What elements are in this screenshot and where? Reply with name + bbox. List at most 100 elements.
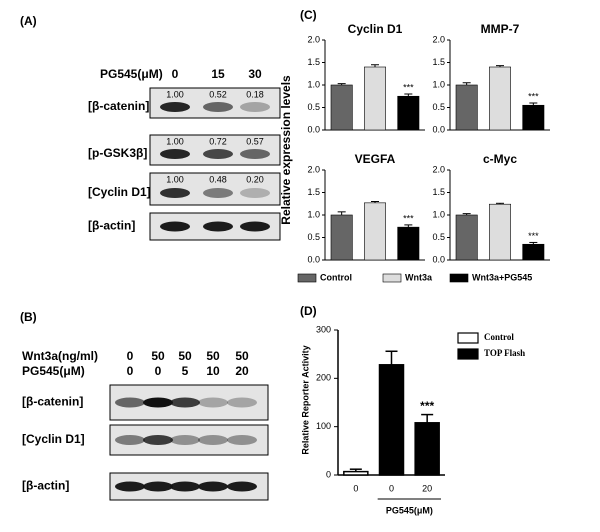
bar (455, 214, 478, 261)
condition-value: 15 (211, 67, 225, 81)
quantification: 0.52 (209, 89, 227, 99)
blot-band (203, 188, 233, 198)
blot-row-label: [p-GSK3β] (88, 146, 147, 160)
quantification: 0.18 (246, 89, 264, 99)
blot-band (160, 188, 190, 198)
bar (364, 202, 386, 261)
blot-row-label: [β-actin] (88, 219, 135, 233)
blot-band (160, 221, 190, 232)
condition-value: 0 (155, 364, 162, 378)
blot-band (198, 435, 228, 445)
legend-label: Wnt3a+PG545 (472, 272, 532, 282)
blot-row-label: [β-actin] (22, 479, 69, 493)
y-tick-label: 100 (316, 421, 331, 431)
bar (489, 203, 511, 261)
quantification: 1.00 (166, 174, 184, 184)
significance: *** (528, 91, 539, 101)
error-bar (462, 213, 471, 215)
error-bar (404, 224, 413, 228)
panel-label: (A) (20, 14, 37, 28)
blot-row-label: [β-catenin] (88, 99, 149, 113)
blot-frame (109, 424, 269, 456)
y-tick-label: 1.5 (432, 187, 445, 197)
error-bar (404, 93, 413, 97)
bar (343, 470, 369, 476)
bar (330, 84, 353, 131)
condition-name: PG545(μM) (100, 67, 163, 81)
panel-label: (C) (300, 8, 317, 22)
blot-row-label: [Cyclin D1] (88, 185, 151, 199)
x-tick-label: 0 (389, 483, 394, 493)
subplot-title: Cyclin D1 (348, 22, 403, 36)
x-tick-label: 0 (353, 483, 358, 493)
error-bar (371, 64, 379, 67)
blot-band (203, 102, 233, 112)
significance: *** (403, 82, 414, 92)
panel-label: (B) (20, 310, 37, 324)
subplot-title: VEGFA (355, 152, 396, 166)
legend-swatch (457, 348, 479, 360)
error-bar (496, 202, 504, 205)
blot-band (203, 149, 233, 159)
blot-band (240, 149, 270, 159)
condition-value: 10 (206, 364, 220, 378)
blot-band (160, 149, 190, 159)
legend-label: Control (320, 272, 352, 282)
condition-value: 50 (151, 349, 165, 363)
blot-band (227, 435, 257, 445)
blot-band (203, 221, 233, 232)
y-tick-label: 1.5 (432, 57, 445, 67)
blot-band (198, 397, 228, 408)
error-bar (371, 201, 379, 203)
y-tick-label: 0.0 (432, 124, 445, 134)
blot-band (143, 481, 173, 492)
condition-name: Wnt3a(ng/ml) (22, 349, 98, 363)
legend-label: Control (484, 332, 514, 342)
y-axis-label: Relative Reporter Activity (300, 345, 310, 454)
blot-band (115, 481, 145, 492)
blot-band (160, 102, 190, 112)
bar (455, 84, 478, 131)
y-tick-label: 0.5 (432, 102, 445, 112)
blot-band (143, 435, 173, 445)
y-tick-label: 1.0 (307, 209, 320, 219)
error-bar (529, 241, 538, 245)
quantification: 0.48 (209, 174, 227, 184)
bar (522, 104, 545, 131)
error-bar (496, 65, 504, 67)
y-tick-label: 0.5 (307, 102, 320, 112)
y-tick-label: 0.0 (307, 124, 320, 134)
condition-value: 50 (206, 349, 220, 363)
y-tick-label: 1.5 (307, 187, 320, 197)
error-bar (529, 102, 538, 106)
panel-label: (D) (300, 304, 317, 318)
bar (397, 95, 420, 131)
blot-band (170, 435, 200, 445)
legend-swatch (449, 273, 469, 283)
blot-band (198, 481, 228, 492)
y-tick-label: 300 (316, 324, 331, 334)
error-bar (337, 211, 346, 215)
quantification: 1.00 (166, 136, 184, 146)
x-axis-label: PG545(μM) (386, 505, 433, 515)
bar (364, 66, 386, 131)
blot-band (227, 397, 257, 408)
y-tick-label: 0.0 (432, 254, 445, 264)
y-axis-label: Relative expression levels (279, 75, 293, 225)
condition-value: 50 (178, 349, 192, 363)
condition-value: 0 (127, 364, 134, 378)
subplot-title: c-Myc (483, 152, 517, 166)
blot-band (240, 102, 270, 112)
y-tick-label: 1.0 (432, 209, 445, 219)
blot-band (143, 397, 173, 408)
blot-band (227, 481, 257, 492)
legend-swatch (297, 273, 317, 283)
blot-band (115, 435, 145, 445)
legend-swatch (382, 273, 402, 283)
y-tick-label: 2.0 (307, 164, 320, 174)
y-tick-label: 2.0 (432, 164, 445, 174)
blot-band (170, 481, 200, 492)
condition-value: 50 (235, 349, 249, 363)
significance: *** (403, 213, 414, 223)
